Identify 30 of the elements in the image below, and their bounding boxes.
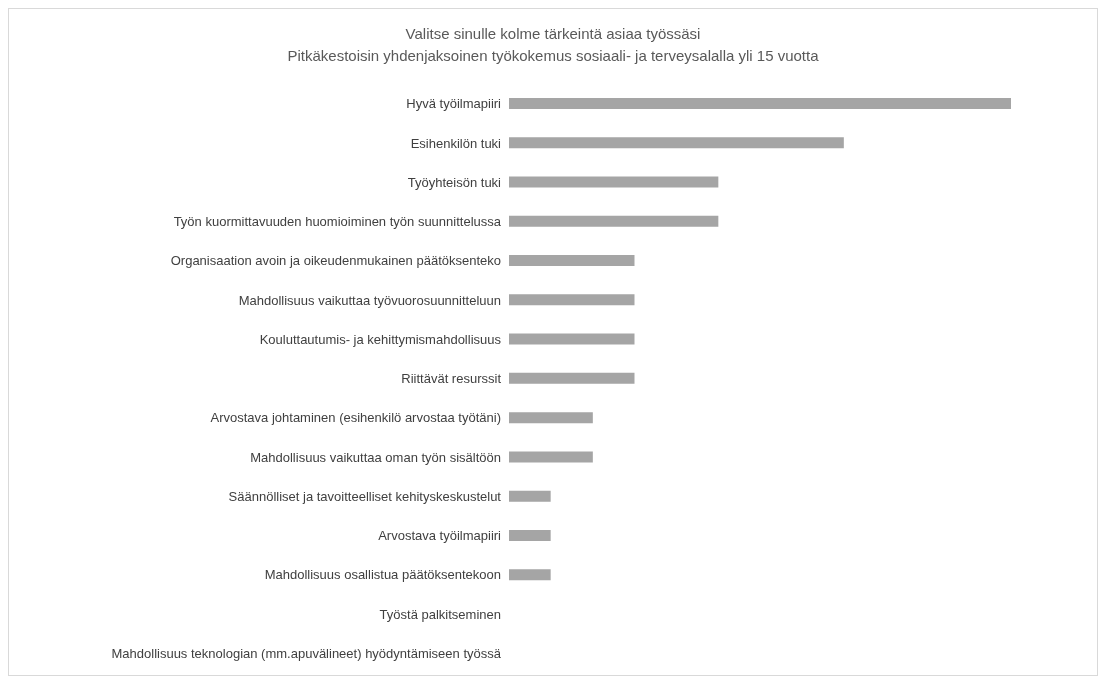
chart-subtitle: Pitkäkestoisin yhdenjaksoinen työkokemus sosiaali- ja terveysalalla yli 15 vuotta bbox=[286, 46, 820, 66]
bar bbox=[509, 215, 719, 227]
bar bbox=[509, 529, 551, 541]
y-tick-label: Arvostava johtaminen (esihenkilö arvostaa työtäni) bbox=[210, 410, 501, 426]
bar bbox=[509, 176, 719, 188]
bar bbox=[509, 569, 551, 581]
bar bbox=[509, 490, 551, 502]
chart-title: Valitse sinulle kolme tärkeintä asiaa työssäsi bbox=[404, 24, 702, 44]
bar bbox=[509, 333, 635, 345]
y-tick-label: Mahdollisuus osallistua päätöksentekoon bbox=[264, 567, 501, 583]
bar bbox=[509, 255, 635, 267]
y-tick-label: Arvostava työilmapiiri bbox=[378, 528, 502, 544]
y-tick-label: Organisaation avoin ja oikeudenmukainen päätöksenteko bbox=[170, 253, 501, 269]
bar bbox=[509, 137, 844, 149]
y-tick-label: Säännölliset ja tavoitteelliset kehityskeskustelut bbox=[228, 488, 502, 504]
y-tick-label: Työstä palkitseminen bbox=[379, 606, 501, 622]
bar bbox=[509, 372, 635, 384]
y-tick-label: Hyvä työilmapiiri bbox=[406, 96, 502, 112]
bar bbox=[509, 294, 635, 306]
bar bbox=[509, 412, 593, 424]
y-tick-label: Mahdollisuus vaikuttaa työvuorosuunnitteluun bbox=[238, 292, 501, 308]
bar bbox=[509, 451, 593, 463]
y-tick-label: Esihenkilön tuki bbox=[410, 135, 502, 151]
y-tick-label: Riittävät resurssit bbox=[401, 371, 502, 387]
y-tick-label: Kouluttautumis- ja kehittymismahdollisuus bbox=[259, 331, 502, 347]
y-tick-label: Työn kuormittavuuden huomioiminen työn suunnittelussa bbox=[173, 214, 502, 230]
y-tick-label: Mahdollisuus vaikuttaa oman työn sisältöön bbox=[250, 449, 501, 465]
bar bbox=[509, 98, 1011, 109]
y-tick-label: Työyhteisön tuki bbox=[407, 174, 502, 190]
y-tick-label: Mahdollisuus teknologian (mm.apuvälineet) hyödyntämiseen työssä bbox=[111, 645, 502, 661]
